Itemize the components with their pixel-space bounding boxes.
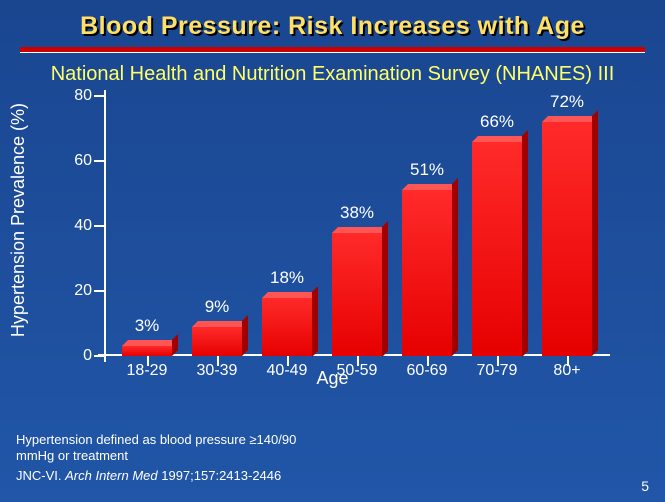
bar-value-label: 72% bbox=[537, 92, 597, 112]
y-tick bbox=[94, 160, 104, 162]
bar-value-label: 66% bbox=[467, 112, 527, 132]
y-tick-label: 40 bbox=[58, 217, 92, 235]
title-underline bbox=[20, 47, 645, 53]
x-tick bbox=[567, 356, 569, 366]
bar-group: 72%80+ bbox=[542, 96, 592, 356]
y-axis-line bbox=[104, 90, 106, 362]
citation-ref: 1997;157:2413-2446 bbox=[161, 468, 281, 483]
footnote-citation: JNC-VI. Arch Intern Med 1997;157:2413-24… bbox=[16, 468, 281, 484]
y-tick bbox=[94, 225, 104, 227]
y-tick bbox=[94, 95, 104, 97]
bar bbox=[402, 190, 452, 356]
citation-prefix: JNC-VI. bbox=[16, 468, 65, 483]
x-tick bbox=[147, 356, 149, 366]
slide-title: Blood Pressure: Risk Increases with Age bbox=[0, 0, 665, 41]
bar-group: 3%18-29 bbox=[122, 96, 172, 356]
bar bbox=[192, 327, 242, 356]
y-tick-label: 80 bbox=[58, 87, 92, 105]
y-axis-label: Hypertension Prevalence (%) bbox=[8, 90, 29, 350]
bar bbox=[262, 298, 312, 357]
footnote-definition: Hypertension defined as blood pressure ≥… bbox=[16, 432, 306, 465]
bar-group: 66%70-79 bbox=[472, 96, 522, 356]
x-tick bbox=[357, 356, 359, 366]
bar-group: 18%40-49 bbox=[262, 96, 312, 356]
y-tick-label: 60 bbox=[58, 152, 92, 170]
x-tick bbox=[427, 356, 429, 366]
bar-group: 51%60-69 bbox=[402, 96, 452, 356]
y-tick-label: 20 bbox=[58, 282, 92, 300]
bar bbox=[542, 122, 592, 356]
page-number: 5 bbox=[641, 478, 649, 494]
slide-subtitle: National Health and Nutrition Examinatio… bbox=[0, 63, 665, 86]
x-tick bbox=[217, 356, 219, 366]
citation-journal: Arch Intern Med bbox=[65, 468, 161, 483]
bar-value-label: 38% bbox=[327, 203, 387, 223]
y-tick-label: 0 bbox=[58, 347, 92, 365]
bar bbox=[472, 142, 522, 357]
bar-group: 9%30-39 bbox=[192, 96, 242, 356]
x-tick bbox=[497, 356, 499, 366]
bar-chart: 0204060803%18-299%30-3918%40-4938%50-595… bbox=[104, 96, 604, 356]
x-tick bbox=[287, 356, 289, 366]
bar-group: 38%50-59 bbox=[332, 96, 382, 356]
bar bbox=[332, 233, 382, 357]
bar-value-label: 18% bbox=[257, 268, 317, 288]
bar bbox=[122, 346, 172, 356]
y-tick bbox=[94, 355, 104, 357]
x-axis-label: Age bbox=[0, 368, 665, 389]
y-tick bbox=[94, 290, 104, 292]
bar-value-label: 3% bbox=[117, 316, 177, 336]
bar-value-label: 51% bbox=[397, 160, 457, 180]
bar-value-label: 9% bbox=[187, 297, 247, 317]
